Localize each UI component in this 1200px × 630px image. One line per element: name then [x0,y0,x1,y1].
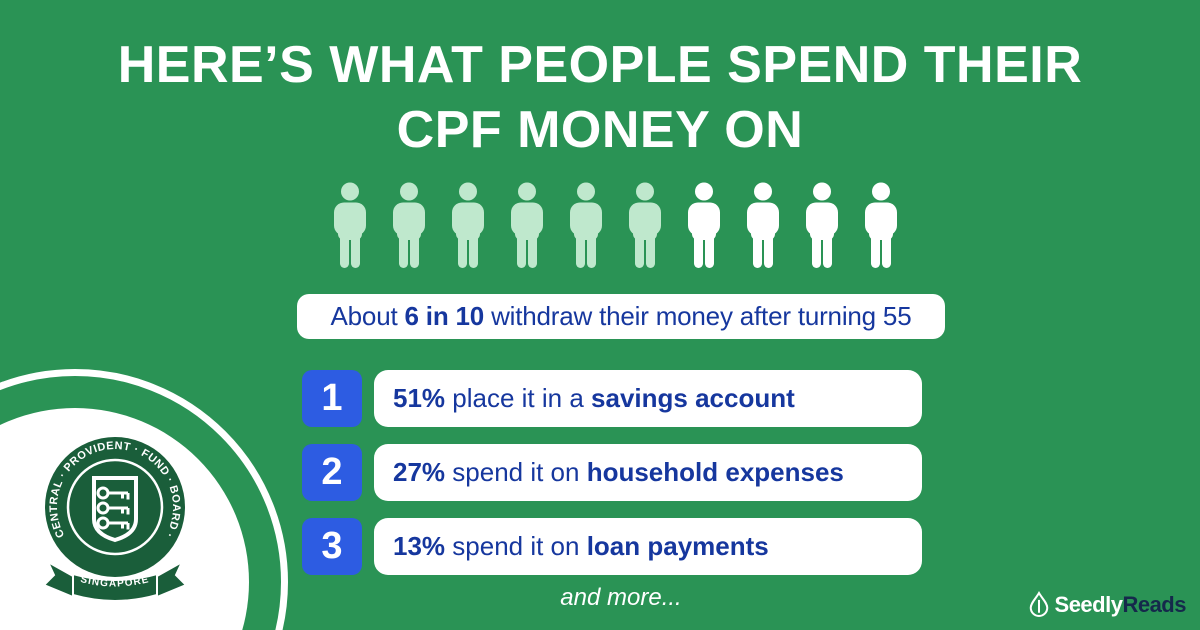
stat-row-1: 1 51% place it in a savings account [302,370,922,427]
pictograph-people-row [330,182,901,268]
stat-number-badge: 2 [302,444,362,501]
seal-banner-text: SINGAPORE [79,574,150,589]
seedly-leaf-icon [1029,591,1048,617]
title-line-2: CPF MONEY ON [396,101,804,159]
brand-name: SeedlyReads [1054,591,1187,618]
stat-bold-text: savings account [591,383,795,413]
stat-row-3: 3 13% spend it on loan payments [302,518,922,575]
stat-text-box: 13% spend it on loan payments [374,518,922,575]
stat-middle-text: spend it on [445,531,587,561]
seal-ribbon: SINGAPORE [42,559,188,602]
callout-suffix: withdraw their money after turning 55 [484,301,912,331]
seal-inner-ring [66,458,164,556]
callout-bold: 6 in 10 [404,301,485,331]
cpf-board-seal-logo: CENTRAL · PROVIDENT · FUND · BOARD · SIN… [42,437,188,602]
person-icon [566,182,606,268]
seedly-reads-logo: SeedlyReads [1028,591,1186,618]
brand-reads: Reads [1122,591,1186,617]
stat-number-badge: 3 [302,518,362,575]
stat-row-2: 2 27% spend it on household expenses [302,444,922,501]
stat-percent: 51% [393,383,446,413]
person-icon [448,182,488,268]
stat-bold-text: household expenses [586,457,844,487]
stat-middle-text: spend it on [445,457,587,487]
brand-seedly: Seedly [1054,591,1123,617]
person-icon [330,182,370,268]
title-line-1: HERE’S WHAT PEOPLE SPEND THEIR [117,36,1083,94]
stat-number-badge: 1 [302,370,362,427]
stat-text-box: 27% spend it on household expenses [374,444,922,501]
callout-banner: About 6 in 10 withdraw their money after… [297,294,945,339]
stat-bold-text: loan payments [586,531,769,561]
callout-prefix: About [330,301,405,331]
person-icon [389,182,429,268]
person-icon [743,182,783,268]
person-icon [625,182,665,268]
page-title: HERE’S WHAT PEOPLE SPEND THEIR CPF MONEY… [0,33,1200,163]
stat-text-box: 51% place it in a savings account [374,370,922,427]
stat-percent: 13% [393,531,446,561]
person-icon [802,182,842,268]
shield-keys-icon [92,476,138,543]
person-icon [861,182,901,268]
person-icon [507,182,547,268]
stat-percent: 27% [393,457,446,487]
stat-middle-text: place it in a [445,383,592,413]
person-icon [684,182,724,268]
more-note: and more... [560,584,682,611]
